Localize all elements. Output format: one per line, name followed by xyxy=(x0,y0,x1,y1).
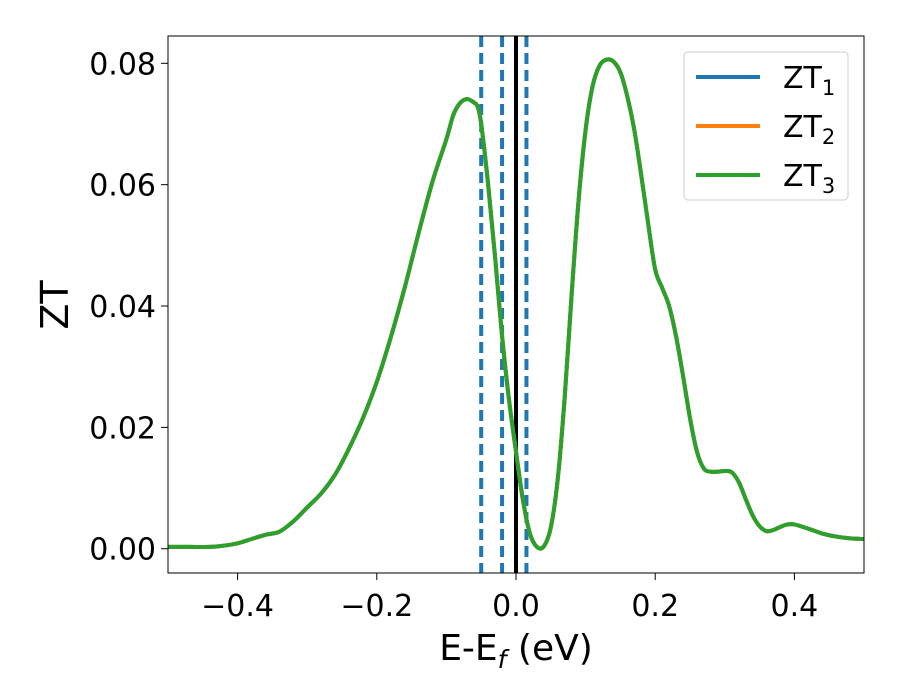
legend-label-zt1: ZT1 xyxy=(783,61,835,100)
y-tick-label: 0.06 xyxy=(89,169,156,204)
series-lines xyxy=(168,57,864,551)
y-axis-label: ZT xyxy=(33,280,77,330)
series-line-zt3 xyxy=(168,57,864,551)
x-axis-ticks: −0.4 −0.2 0.0 0.2 0.4 xyxy=(201,573,818,624)
y-tick-label: 0.02 xyxy=(89,411,156,446)
x-tick-label: −0.2 xyxy=(340,589,413,624)
legend-label-zt2: ZT2 xyxy=(783,110,835,149)
x-axis-label: E-Ef (eV) xyxy=(439,628,593,674)
legend-label-zt3: ZT3 xyxy=(783,159,835,198)
x-tick-label: 0.0 xyxy=(492,589,540,624)
y-axis-ticks: 0.00 0.02 0.04 0.06 0.08 xyxy=(89,47,168,568)
x-tick-label: 0.4 xyxy=(771,589,819,624)
x-tick-label: 0.2 xyxy=(631,589,679,624)
y-tick-label: 0.00 xyxy=(89,533,156,568)
x-tick-label: −0.4 xyxy=(201,589,274,624)
legend-box xyxy=(683,51,849,201)
y-tick-label: 0.08 xyxy=(89,47,156,82)
legend: ZT1 ZT2 ZT3 xyxy=(683,51,849,201)
y-tick-label: 0.04 xyxy=(89,290,156,325)
